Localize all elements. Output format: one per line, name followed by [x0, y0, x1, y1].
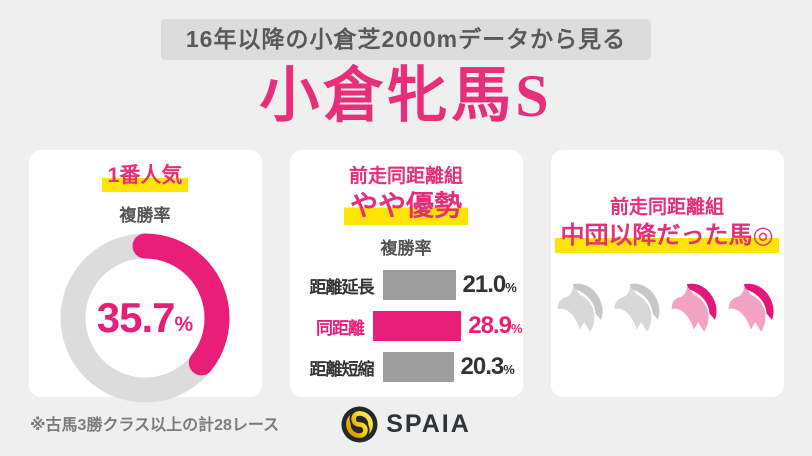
spaia-logo-mark-icon [341, 406, 378, 443]
donut-value: 35.7 [96, 294, 176, 342]
bar-row: 距離延長 21.0% [298, 270, 523, 301]
bar [382, 352, 454, 383]
card-position: 前走同距離組 中団以降だった馬◎ [550, 149, 784, 397]
footnote: ※古馬3勝クラス以上の計28レース [30, 416, 280, 434]
horse-head-icon [671, 284, 717, 333]
donut-arc [60, 233, 230, 403]
bar-value: 28.9% [468, 312, 523, 340]
bar-value: 21.0% [462, 271, 517, 299]
donut-chart: 35.7 % [60, 233, 230, 403]
horse-head-icon [557, 284, 603, 333]
cards-row: 1番人気 複勝率 35.7 % 前走同距離組 やや優勢 複勝率 距離延長 21. [0, 149, 812, 403]
bar-chart: 距離延長 21.0% 同距離 28.9% 距離短縮 20.3% [290, 270, 523, 383]
card-distance: 前走同距離組 やや優勢 複勝率 距離延長 21.0% 同距離 28.9% 距離短縮 20.… [289, 149, 523, 397]
donut-value-label: 35.7 % [60, 233, 230, 403]
horse-icons [551, 278, 784, 338]
bar-row: 距離短縮 20.3% [298, 352, 523, 383]
banner: 16年以降の小倉芝2000mデータから見る [160, 19, 652, 60]
footer: ※古馬3勝クラス以上の計28レース SPAIA [0, 397, 812, 450]
bar-label: 距離延長 [309, 277, 375, 297]
horse-head-icon [614, 284, 660, 333]
card2-subheading: 複勝率 [380, 239, 432, 259]
page-title: 小倉牝馬S [259, 63, 553, 129]
card3-heading-row2: 中団以降だった馬◎ [551, 220, 784, 254]
bar-label: 距離短縮 [309, 359, 375, 379]
card3-heading-line2: 中団以降だった馬◎ [554, 221, 780, 254]
banner-row: 16年以降の小倉芝2000mデータから見る [0, 0, 812, 60]
donut-percent-sign: % [174, 313, 194, 337]
donut-svg [60, 233, 230, 403]
card1-subheading: 複勝率 [119, 206, 171, 226]
card-first-favorite: 1番人気 複勝率 35.7 % [28, 149, 262, 403]
bar [372, 311, 462, 342]
card2-heading-line2: やや優勢 [343, 188, 468, 226]
spaia-logo: SPAIA [0, 397, 812, 443]
bar-label: 同距離 [315, 318, 365, 338]
card2-heading-row2: やや優勢 [290, 188, 523, 226]
card1-heading-row: 1番人気 [29, 162, 262, 193]
card3-heading-line1: 前走同距離組 [609, 196, 724, 218]
spaia-logo-text: SPAIA [386, 409, 471, 438]
card1-heading: 1番人気 [101, 162, 189, 193]
horse-head-icon [728, 284, 774, 333]
bar [382, 270, 456, 301]
bar-value: 20.3% [460, 353, 515, 381]
card2-heading-line1: 前走同距離組 [348, 165, 463, 187]
bar-row: 同距離 28.9% [298, 311, 523, 342]
